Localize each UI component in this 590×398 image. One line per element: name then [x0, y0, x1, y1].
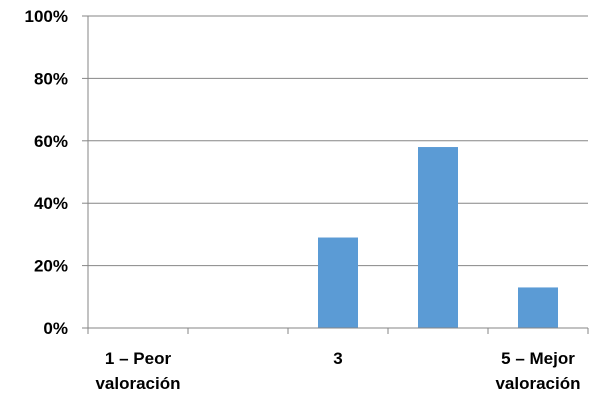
- y-tick-label: 60%: [34, 132, 68, 151]
- bar: [318, 237, 358, 328]
- y-tick-labels: 0% 20% 40% 60% 80% 100%: [25, 7, 68, 338]
- x-category-label-line: 3: [333, 349, 342, 368]
- y-tick-label: 80%: [34, 69, 68, 88]
- bars: [318, 147, 558, 328]
- x-category-labels: 1 – Peor valoración 3 5 – Mejor valoración: [95, 349, 580, 393]
- x-category-label-line: valoración: [95, 374, 180, 393]
- x-category-label-line: valoración: [495, 374, 580, 393]
- y-tick-label: 40%: [34, 194, 68, 213]
- bar: [418, 147, 458, 328]
- x-category-label: 1 – Peor valoración: [95, 349, 180, 393]
- x-category-label: 3: [333, 349, 342, 368]
- y-tick-label: 0%: [43, 319, 68, 338]
- bar: [518, 287, 558, 328]
- y-tick-label: 100%: [25, 7, 68, 26]
- grid-lines: [88, 15, 588, 267]
- x-category-label-line: 1 – Peor: [105, 349, 172, 368]
- y-tick-label: 20%: [34, 257, 68, 276]
- x-category-label-line: 5 – Mejor: [501, 349, 575, 368]
- x-category-label: 5 – Mejor valoración: [495, 349, 580, 393]
- axes: [82, 15, 589, 334]
